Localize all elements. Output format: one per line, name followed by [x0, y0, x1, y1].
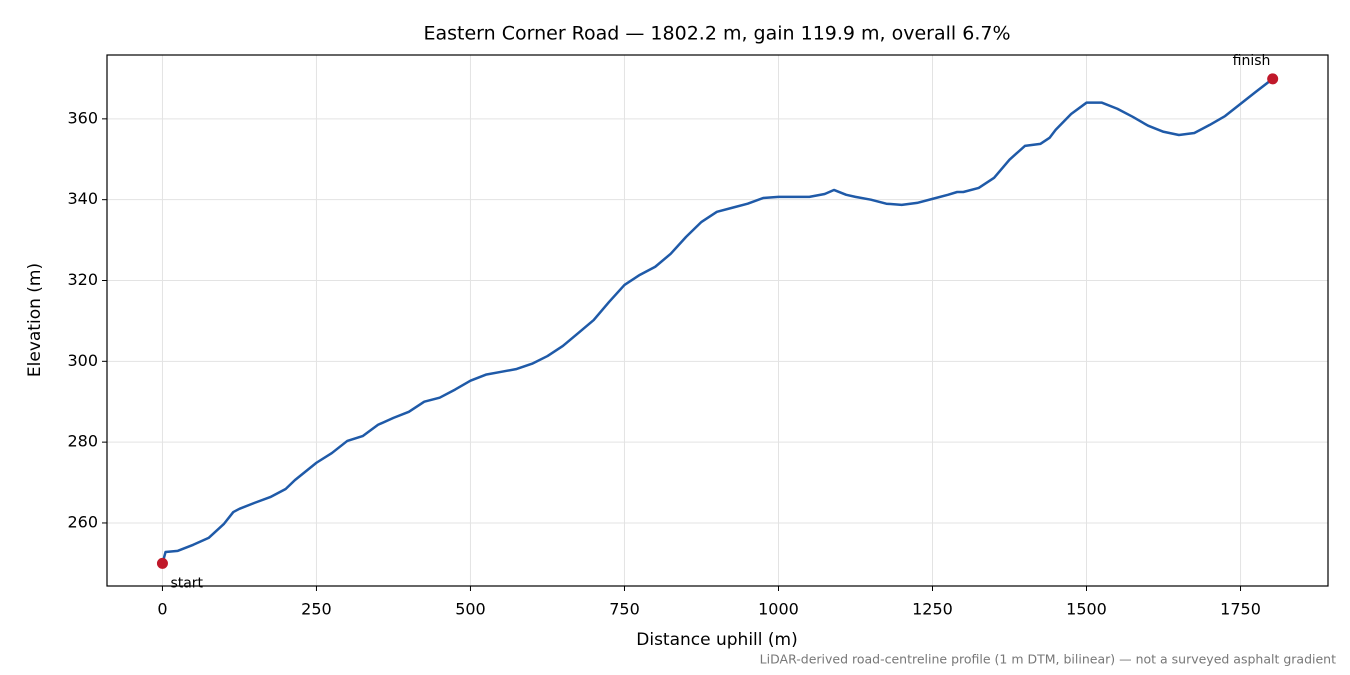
plot-frame: [106, 54, 1329, 587]
x-tick-label: 0: [157, 600, 167, 619]
y-tick-label: 280: [67, 432, 98, 451]
x-tick-label: 750: [609, 600, 640, 619]
footnote: LiDAR-derived road-centreline profile (1…: [760, 652, 1336, 667]
elevation-line: [161, 77, 1274, 564]
y-tick-label: 320: [67, 270, 98, 289]
y-tick-label: 300: [67, 351, 98, 370]
chart-title: Eastern Corner Road — 1802.2 m, gain 119…: [423, 23, 1010, 45]
x-tick-label: 500: [455, 600, 486, 619]
x-axis-label: Distance uphill (m): [636, 630, 797, 650]
x-tick-label: 250: [301, 600, 332, 619]
x-tick-label: 1500: [1066, 600, 1107, 619]
endpoint-label: finish: [1233, 53, 1271, 69]
endpoint-marker: [156, 557, 168, 569]
x-tick-label: 1000: [758, 600, 799, 619]
endpoint-marker: [1267, 73, 1279, 85]
y-tick-label: 260: [67, 512, 98, 531]
x-tick-label: 1250: [912, 600, 953, 619]
y-tick-label: 340: [67, 189, 98, 208]
y-axis-label: Elevation (m): [25, 263, 45, 377]
endpoint-label: start: [170, 575, 203, 591]
y-tick-label: 360: [67, 108, 98, 127]
x-tick-label: 1750: [1220, 600, 1261, 619]
